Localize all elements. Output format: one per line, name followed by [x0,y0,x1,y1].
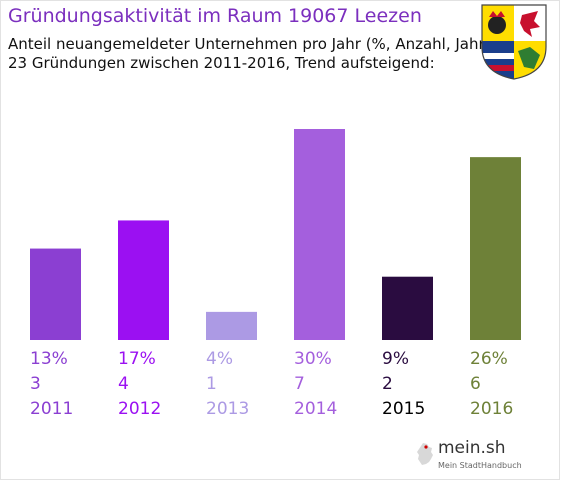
mein-sh-logo: mein.sh Mein StadtHandbuch [416,437,536,473]
year-label-2016: 2016 [470,399,513,419]
bar-2014 [294,129,345,340]
percent-label-2012: 17% [118,349,156,369]
year-label-2011: 2011 [30,399,73,419]
bar-2011 [30,248,81,340]
coat-of-arms-icon [480,3,548,81]
logo-text: mein.sh [438,438,506,458]
count-label-2011: 3 [30,374,41,394]
logo-tagline: Mein StadtHandbuch [438,461,522,470]
chart-subtitle: Anteil neuangemeldeter Unternehmen pro J… [8,35,491,73]
percent-label-2013: 4% [206,349,233,369]
count-label-2016: 6 [470,374,481,394]
percent-label-2011: 13% [30,349,68,369]
year-label-2015: 2015 [382,399,425,419]
chart-title: Gründungsaktivität im Raum 19067 Leezen [8,5,422,27]
bar-2013 [206,311,257,340]
subtitle-line-1: Anteil neuangemeldeter Unternehmen pro J… [8,35,491,53]
year-label-2012: 2012 [118,399,161,419]
percent-label-2015: 9% [382,349,409,369]
percent-label-2014: 30% [294,349,332,369]
subtitle-line-2: 23 Gründungen zwischen 2011-2016, Trend … [8,54,435,72]
year-label-2014: 2014 [294,399,337,419]
bar-2012 [118,220,169,340]
count-label-2015: 2 [382,374,393,394]
bar-2015 [382,276,433,340]
count-label-2014: 7 [294,374,305,394]
bar-2016 [470,157,521,340]
percent-label-2016: 26% [470,349,508,369]
year-label-2013: 2013 [206,399,249,419]
count-label-2013: 1 [206,374,217,394]
germany-map-icon [417,443,433,465]
count-label-2012: 4 [118,374,129,394]
